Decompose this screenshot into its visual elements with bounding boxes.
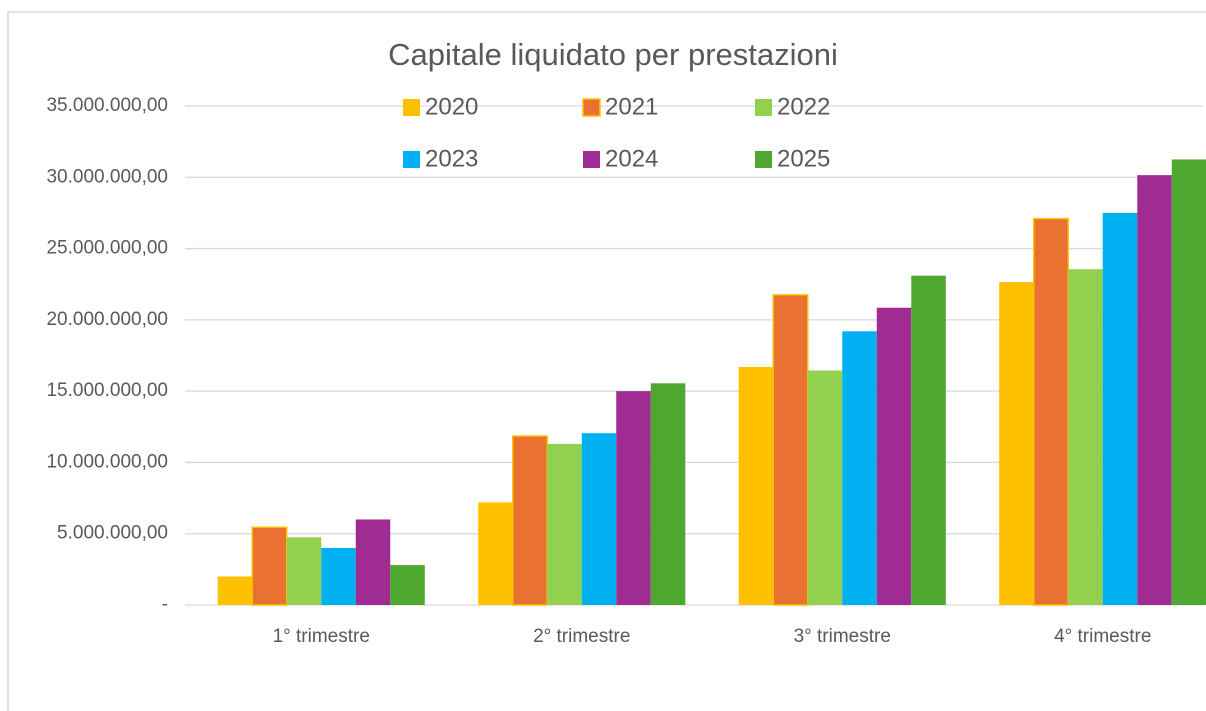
chart-frame xyxy=(7,11,1206,711)
legend-swatch xyxy=(582,98,601,117)
y-tick-label: 35.000.000,00 xyxy=(46,95,168,116)
legend-label: 2021 xyxy=(605,93,658,120)
chart-title: Capitale liquidato per prestazioni xyxy=(388,37,838,72)
bar xyxy=(1068,269,1103,605)
y-tick-label: 10.000.000,00 xyxy=(46,451,168,472)
legend-swatch xyxy=(755,151,772,168)
bar xyxy=(911,275,946,605)
bar xyxy=(355,519,391,605)
bar xyxy=(286,537,322,605)
legend-label: 2020 xyxy=(425,93,478,120)
y-tick-label: 20.000.000,00 xyxy=(46,309,168,330)
bar xyxy=(738,366,774,605)
y-tick-label: - xyxy=(162,594,168,615)
x-tick-label: 3° trimestre xyxy=(794,626,891,647)
bar xyxy=(876,307,912,605)
bar xyxy=(1032,217,1069,606)
y-tick-label: 25.000.000,00 xyxy=(46,238,168,259)
bar xyxy=(390,565,425,605)
x-tick-label: 1° trimestre xyxy=(273,626,370,647)
x-tick-label: 4° trimestre xyxy=(1054,626,1151,647)
bar xyxy=(1137,175,1172,605)
legend-label: 2023 xyxy=(425,145,478,172)
bar xyxy=(999,282,1034,605)
bar xyxy=(1171,159,1206,605)
bar xyxy=(616,391,651,605)
y-tick-label: 30.000.000,00 xyxy=(46,166,168,187)
legend-label: 2025 xyxy=(777,145,830,172)
y-tick-label: 15.000.000,00 xyxy=(46,380,168,401)
bar xyxy=(581,433,617,605)
legend-swatch xyxy=(755,99,772,116)
legend-label: 2022 xyxy=(777,93,830,120)
bar xyxy=(511,435,548,606)
bar xyxy=(842,331,877,605)
y-tick-label: 5.000.000,00 xyxy=(57,523,168,544)
bar xyxy=(650,383,686,605)
bar xyxy=(547,443,582,605)
x-tick-label: 2° trimestre xyxy=(533,626,630,647)
bar xyxy=(1102,212,1138,605)
bar xyxy=(217,576,253,605)
legend-label: 2024 xyxy=(605,145,658,172)
bar xyxy=(772,294,809,606)
legend-swatch xyxy=(583,151,600,168)
bar xyxy=(251,526,288,606)
bar xyxy=(478,502,513,605)
bar xyxy=(807,370,843,605)
legend-swatch xyxy=(403,99,420,116)
bar xyxy=(321,547,356,605)
legend-swatch xyxy=(403,151,420,168)
